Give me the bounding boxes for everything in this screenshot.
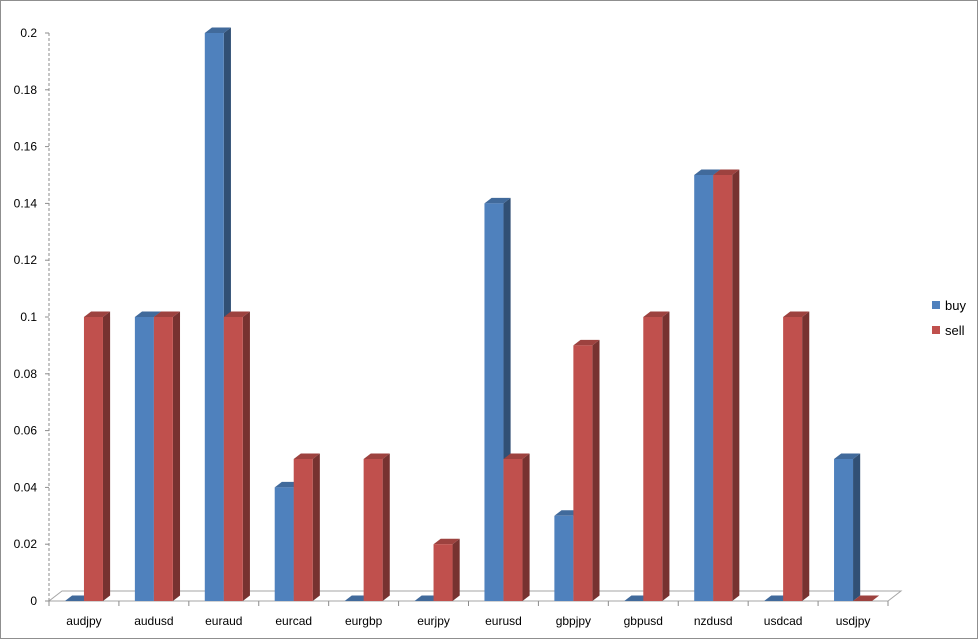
bar-sell-gbpjpy	[573, 339, 600, 601]
x-tick-label-eurusd: eurusd	[485, 614, 522, 628]
bar-sell-eurgbp	[363, 453, 390, 601]
y-tick-label: 0	[30, 594, 37, 608]
x-tick-label-eurgbp: eurgbp	[345, 614, 383, 628]
y-tick-label: 0.02	[14, 537, 38, 551]
bar-sell-eurusd	[503, 453, 530, 601]
legend: buy sell	[932, 298, 966, 338]
x-tick-label-usdcad: usdcad	[764, 614, 803, 628]
y-tick-label: 0.04	[14, 480, 38, 494]
bar-sell-audjpy	[83, 311, 111, 601]
x-tick-label-audjpy: audjpy	[66, 614, 101, 628]
x-tick-label-usdjpy: usdjpy	[836, 614, 871, 628]
bar-sell-eurjpy	[433, 538, 460, 601]
y-tick-label: 0.2	[20, 26, 37, 40]
x-tick-label-audusd: audusd	[134, 614, 173, 628]
x-tick-label-euraud: euraud	[205, 614, 242, 628]
bar-sell-gbpusd	[643, 311, 670, 601]
y-tick-label: 0.14	[14, 196, 38, 210]
y-tick-label: 0.12	[14, 253, 38, 267]
x-tick-label-eurcad: eurcad	[275, 614, 312, 628]
x-axis: audjpy audusd euraud eurcad eurgbp eurjpy euru…	[48, 601, 889, 628]
y-tick-label: 0.18	[14, 83, 38, 97]
y-tick-label: 0.16	[14, 140, 38, 154]
x-tick-label-eurjpy: eurjpy	[417, 614, 450, 628]
y-axis: 0 0.02 0.04 0.06 0.08 0.1 0.12 0.14 0.16 0.18 0.2	[14, 26, 50, 608]
legend-label-sell: sell	[945, 323, 965, 338]
bar-sell-usdcad	[783, 311, 810, 601]
plot-area	[64, 27, 880, 601]
x-tick-label-gbpjpy: gbpjpy	[556, 614, 591, 628]
bar-sell-audusd	[153, 311, 181, 601]
x-tick-label-nzdusd: nzdusd	[694, 614, 733, 628]
bar-sell-usdjpy	[853, 595, 880, 601]
y-tick-label: 0.08	[14, 367, 38, 381]
bar-sell-nzdusd	[713, 169, 740, 601]
y-tick-label: 0.1	[20, 310, 37, 324]
legend-label-buy: buy	[945, 298, 966, 313]
x-tick-label-gbpusd: gbpusd	[624, 614, 663, 628]
y-tick-label: 0.06	[14, 424, 38, 438]
bar-sell-euraud	[223, 311, 250, 601]
legend-swatch-buy	[932, 301, 940, 309]
bar-buy-usdjpy	[834, 453, 861, 601]
bar-sell-eurcad	[293, 453, 320, 601]
legend-swatch-sell	[932, 326, 940, 334]
